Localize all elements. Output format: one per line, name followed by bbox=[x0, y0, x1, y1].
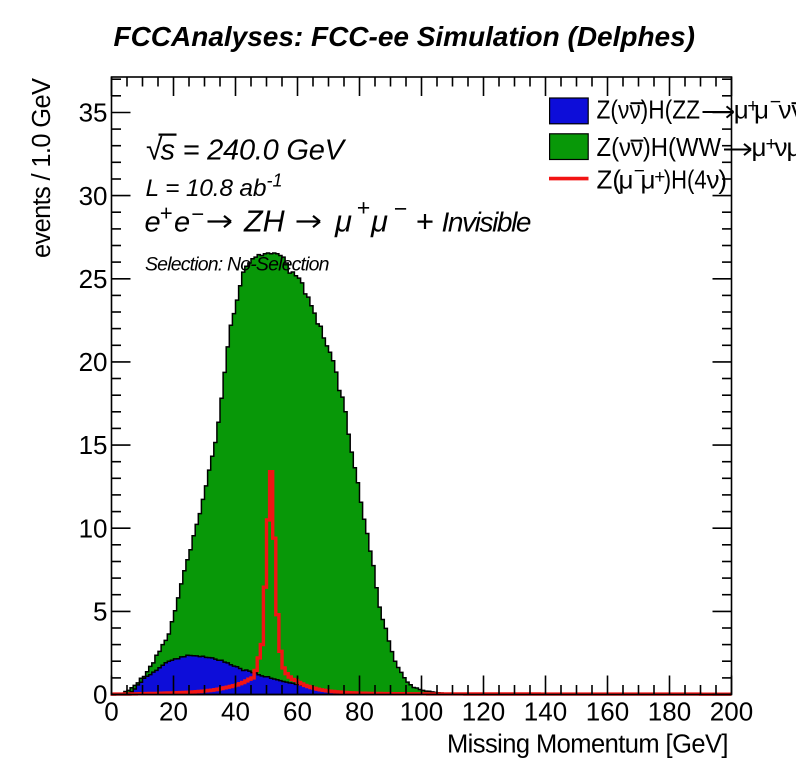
svg-text:180: 180 bbox=[648, 697, 691, 727]
svg-text:20: 20 bbox=[79, 347, 108, 377]
svg-text:140: 140 bbox=[524, 697, 567, 727]
svg-text:0: 0 bbox=[104, 697, 118, 727]
svg-text:-1: -1 bbox=[267, 171, 283, 191]
svg-text:events / 1.0 GeV: events / 1.0 GeV bbox=[28, 78, 56, 258]
svg-text:25: 25 bbox=[79, 264, 108, 294]
svg-text:FCCAnalyses: FCC-ee Simulation: FCCAnalyses: FCC-ee Simulation (Delphes) bbox=[114, 21, 696, 52]
svg-text:Z(νν)H(ZZ: Z(νν)H(ZZ bbox=[597, 95, 701, 125]
svg-text:e+e−ZHμ+μ−+Invisible: e+e− ZH μ +μ − + Invisible bbox=[145, 195, 532, 239]
svg-text:60: 60 bbox=[283, 697, 312, 727]
svg-text:Z(μ−μ+)H(4ν): Z(μ−μ+)H(4ν) bbox=[597, 161, 728, 195]
svg-text:Missing Momentum [GeV]: Missing Momentum [GeV] bbox=[447, 731, 729, 759]
svg-text:L = 10.8 ab: L = 10.8 ab bbox=[146, 175, 267, 202]
svg-text:s = 240.0 GeV: s = 240.0 GeV bbox=[161, 135, 347, 167]
svg-text:30: 30 bbox=[79, 181, 108, 211]
svg-text:160: 160 bbox=[586, 697, 629, 727]
svg-text:10: 10 bbox=[79, 513, 108, 543]
svg-text:5: 5 bbox=[93, 597, 107, 627]
svg-text:200: 200 bbox=[710, 697, 753, 727]
svg-text:80: 80 bbox=[345, 697, 374, 727]
svg-text:Z(νν)H(WW: Z(νν)H(WW bbox=[597, 132, 722, 162]
svg-text:0: 0 bbox=[93, 680, 107, 710]
svg-text:Selection: No-Selection: Selection: No-Selection bbox=[145, 254, 330, 276]
svg-text:120: 120 bbox=[462, 697, 505, 727]
svg-text:40: 40 bbox=[221, 697, 250, 727]
svg-text:√: √ bbox=[146, 134, 163, 167]
svg-text:20: 20 bbox=[159, 697, 188, 727]
svg-text:35: 35 bbox=[79, 98, 108, 128]
svg-text:μ+μ−νν: μ+μ−νν bbox=[734, 91, 796, 125]
svg-text:100: 100 bbox=[400, 697, 443, 727]
svg-text:15: 15 bbox=[79, 430, 108, 460]
svg-text:μ+νμ: μ+νμ bbox=[752, 132, 796, 162]
